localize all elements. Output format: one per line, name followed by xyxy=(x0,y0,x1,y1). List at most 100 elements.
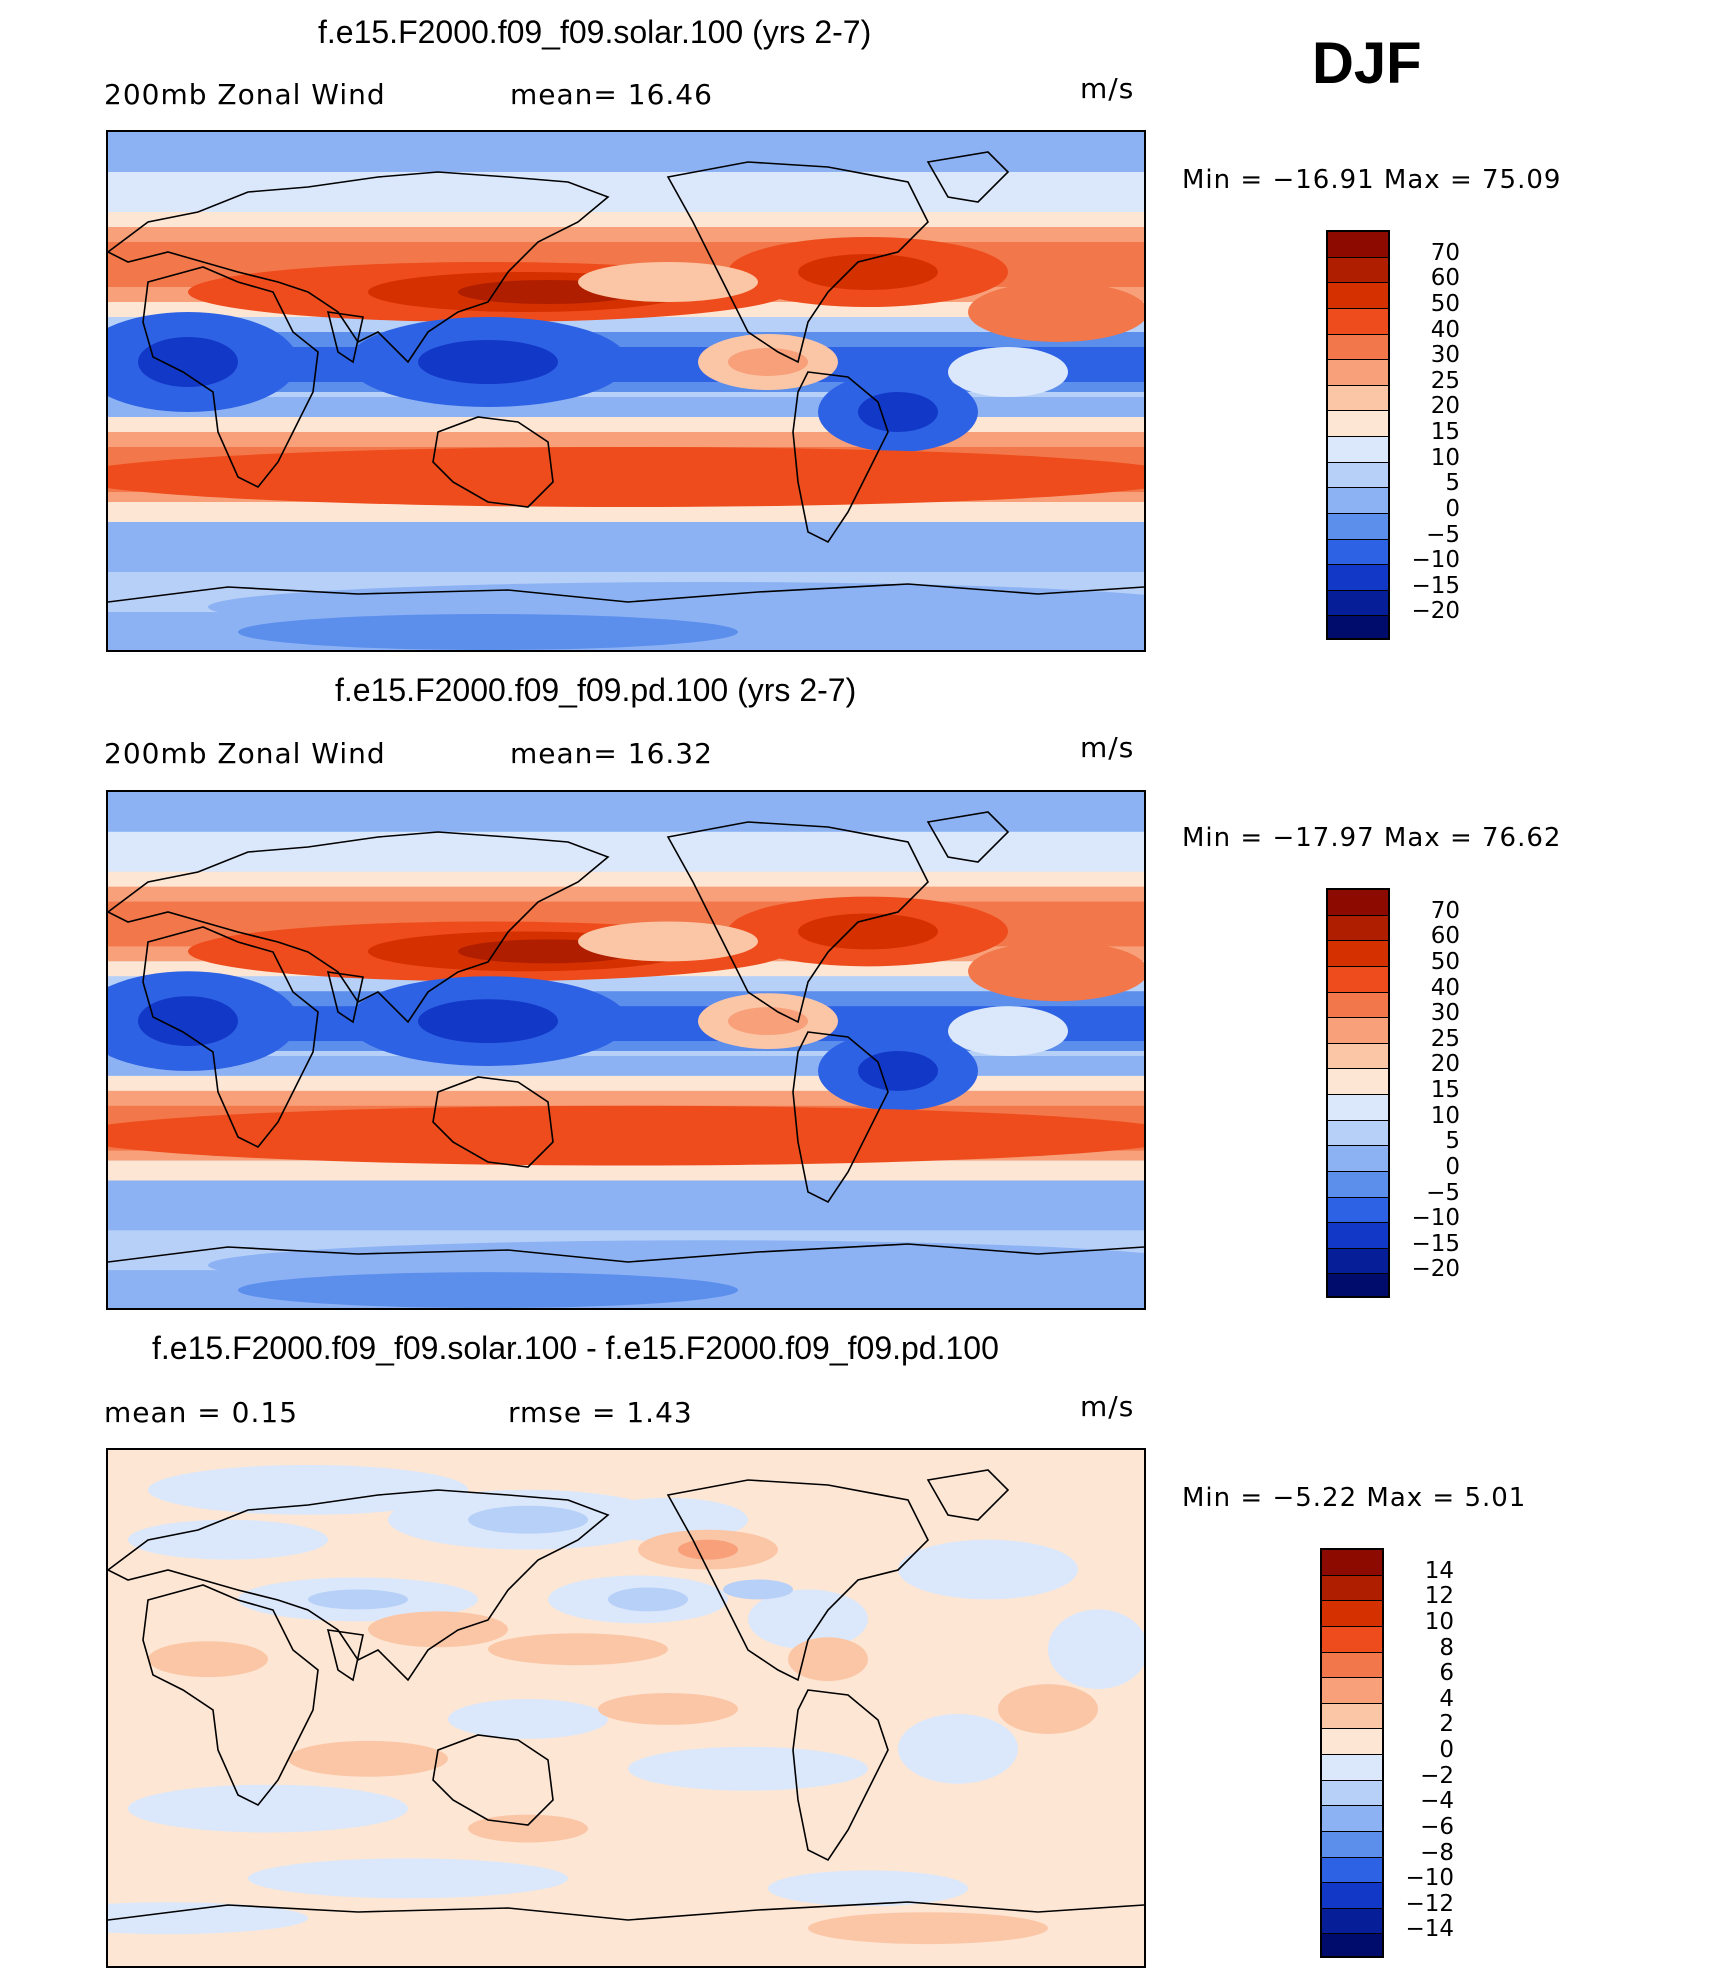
coastline xyxy=(432,1076,554,1168)
colorbar-tick-label: 14 xyxy=(1424,1557,1454,1584)
contour-region xyxy=(248,1858,568,1899)
colorbar-tick-label: −8 xyxy=(1420,1839,1454,1866)
contour-region xyxy=(858,1050,938,1091)
contour-region xyxy=(948,347,1068,397)
colorbar-tick-label: 60 xyxy=(1430,923,1460,950)
colorbar-tick-label: 60 xyxy=(1430,265,1460,292)
contour-region xyxy=(598,1693,738,1725)
colorbar-cell xyxy=(1328,232,1388,258)
colorbar-tick-label: −20 xyxy=(1411,1256,1460,1283)
panel-2-min-max: Min = −17.97 Max = 76.62 xyxy=(1182,823,1562,853)
coastline xyxy=(792,371,889,544)
contour-region xyxy=(578,262,758,302)
coastline xyxy=(926,151,1010,203)
coastline xyxy=(926,811,1010,863)
panel-3-map xyxy=(106,1448,1146,1968)
contour-region xyxy=(788,1637,868,1682)
coastline xyxy=(108,831,610,1024)
contour-region xyxy=(578,921,758,962)
colorbar-tick-label: 40 xyxy=(1430,974,1460,1001)
colorbar-cell xyxy=(1328,1146,1388,1172)
colorbar-tick-label: 15 xyxy=(1430,1077,1460,1103)
colorbar-cell xyxy=(1328,890,1388,916)
colorbar-tick-label: −6 xyxy=(1420,1813,1454,1840)
colorbar-cell xyxy=(1328,513,1388,540)
colorbar-cell xyxy=(1328,385,1388,412)
contour-region xyxy=(1048,1609,1144,1690)
contour-region xyxy=(418,340,558,384)
panel-1-variable-label: 200mb Zonal Wind xyxy=(104,78,386,111)
contour-region xyxy=(448,1699,608,1739)
contour-region xyxy=(898,1539,1078,1600)
colorbar-tick-label: 6 xyxy=(1439,1660,1454,1687)
contour-region xyxy=(678,1539,738,1560)
colorbar-tick-label: 20 xyxy=(1430,1051,1460,1078)
coastline xyxy=(926,1469,1010,1521)
contour-region xyxy=(948,1006,1068,1056)
coastline xyxy=(326,311,364,364)
colorbar-cell xyxy=(1328,360,1388,386)
contour-region xyxy=(108,447,1144,507)
contour-region xyxy=(608,1587,688,1612)
colorbar-tick-label: 12 xyxy=(1424,1583,1454,1610)
colorbar-tick-label: 30 xyxy=(1430,342,1460,369)
contour-region xyxy=(798,254,938,290)
colorbar-tick-label: 50 xyxy=(1430,290,1460,317)
colorbar-cell xyxy=(1328,590,1388,617)
coastline xyxy=(432,416,554,508)
colorbar-cell xyxy=(1328,488,1388,514)
colorbar-tick-label: −5 xyxy=(1426,521,1460,548)
colorbar-tick-label: −5 xyxy=(1426,1179,1460,1206)
contour-region xyxy=(238,1272,738,1308)
colorbar-tick-label: 25 xyxy=(1430,1025,1460,1052)
coastline xyxy=(666,1479,929,1682)
contour-band xyxy=(108,976,1144,997)
colorbar-tick-label: 5 xyxy=(1445,470,1460,497)
colorbar-tick-label: 30 xyxy=(1430,1000,1460,1027)
coastline xyxy=(326,971,364,1024)
colorbar-cell xyxy=(1328,1171,1388,1198)
contour-band xyxy=(108,502,1144,522)
contour-region xyxy=(723,1579,793,1600)
colorbar-tick-label: 25 xyxy=(1430,367,1460,394)
colorbar-cell xyxy=(1328,257,1388,284)
colorbar-tick-label: −10 xyxy=(1411,547,1460,574)
colorbar-cell xyxy=(1328,1248,1388,1275)
panel-1-map xyxy=(106,130,1146,652)
colorbar-tick-label: 5 xyxy=(1445,1128,1460,1155)
colorbar-cell xyxy=(1328,966,1388,993)
colorbar-tick-label: 70 xyxy=(1430,897,1460,924)
colorbar-cell xyxy=(1328,1018,1388,1044)
colorbar-cell xyxy=(1322,1831,1382,1858)
colorbar-cell xyxy=(1322,1755,1382,1781)
panel-1-title: f.e15.F2000.f09_f09.solar.100 (yrs 2-7) xyxy=(318,14,872,50)
colorbar-cell xyxy=(1328,462,1388,489)
coastline xyxy=(792,1031,889,1204)
panel-2-mean-label: mean= 16.32 xyxy=(510,737,713,770)
coastline xyxy=(108,171,610,364)
colorbar-cell xyxy=(1328,1197,1388,1224)
colorbar-cell xyxy=(1322,1857,1382,1884)
colorbar-cell xyxy=(1328,1120,1388,1147)
contour-region xyxy=(968,941,1144,1002)
coastline xyxy=(326,1629,364,1682)
contour-region xyxy=(768,1870,968,1907)
colorbar-tick-label: −20 xyxy=(1411,598,1460,625)
contour-region xyxy=(108,1902,308,1935)
contour-band xyxy=(108,831,1144,872)
colorbar-cell xyxy=(1328,1274,1388,1296)
panel-2-title: f.e15.F2000.f09_f09.pd.100 (yrs 2-7) xyxy=(335,672,857,708)
panel-2-units: m/s xyxy=(1080,731,1135,764)
panel-1-mean-label: mean= 16.46 xyxy=(510,78,713,111)
contour-region xyxy=(108,1105,1144,1166)
colorbar-cell xyxy=(1322,1806,1382,1832)
colorbar-tick-label: 4 xyxy=(1439,1685,1454,1712)
contour-region xyxy=(148,1641,268,1678)
panel-1-units: m/s xyxy=(1080,72,1135,105)
panel-1-min-max: Min = −16.91 Max = 75.09 xyxy=(1182,165,1562,195)
panel-3-title: f.e15.F2000.f09_f09.solar.100 - f.e15.F2… xyxy=(152,1330,999,1366)
season-label: DJF xyxy=(1312,31,1422,96)
contour-region xyxy=(238,614,738,650)
colorbar-tick-label: 10 xyxy=(1430,444,1460,471)
colorbar-tick-label: −4 xyxy=(1420,1788,1454,1815)
